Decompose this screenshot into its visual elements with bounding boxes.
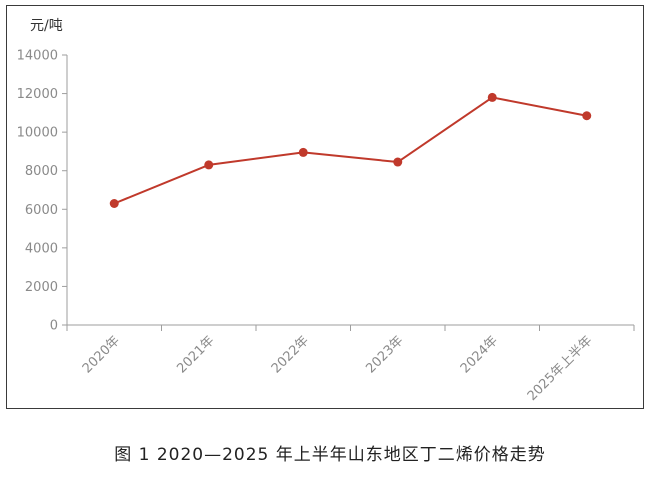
x-tick-label: 2024年: [458, 333, 501, 376]
data-point: [109, 199, 119, 208]
data-point: [487, 92, 497, 102]
line-chart: 元/吨 0 2000 4000 6000 8000 10000 12000 14000 202…: [17, 18, 635, 404]
x-tick-label: 2021年: [174, 333, 217, 376]
x-tick-label: 2022年: [269, 333, 312, 376]
y-tick-label: 8000: [25, 164, 58, 179]
x-tick-group: 2020年 2021年 2022年 2023年 2024年 2025年上半年: [66, 325, 635, 404]
y-tick-label: 6000: [25, 203, 58, 218]
y-axis-unit-label: 元/吨: [30, 18, 63, 34]
data-point: [393, 157, 403, 167]
y-tick-group: 0 2000 4000 6000 8000 10000 12000 14000: [17, 49, 67, 334]
series-group: [109, 92, 592, 208]
y-tick-label: 0: [50, 319, 58, 334]
y-tick-label: 14000: [17, 49, 58, 64]
x-tick-label: 2023年: [363, 333, 406, 376]
data-point: [582, 111, 592, 121]
y-tick-label: 10000: [17, 126, 58, 141]
x-tick-label: 2020年: [80, 333, 123, 376]
figure-caption: 图 1 2020—2025 年上半年山东地区丁二烯价格走势: [114, 445, 546, 465]
y-tick-label: 4000: [25, 241, 58, 256]
y-tick-label: 12000: [17, 87, 58, 102]
y-tick-label: 2000: [25, 280, 58, 295]
x-tick-label: 2025年上半年: [525, 333, 596, 404]
data-point: [204, 160, 214, 170]
series-line: [113, 96, 587, 205]
data-point: [298, 147, 308, 157]
